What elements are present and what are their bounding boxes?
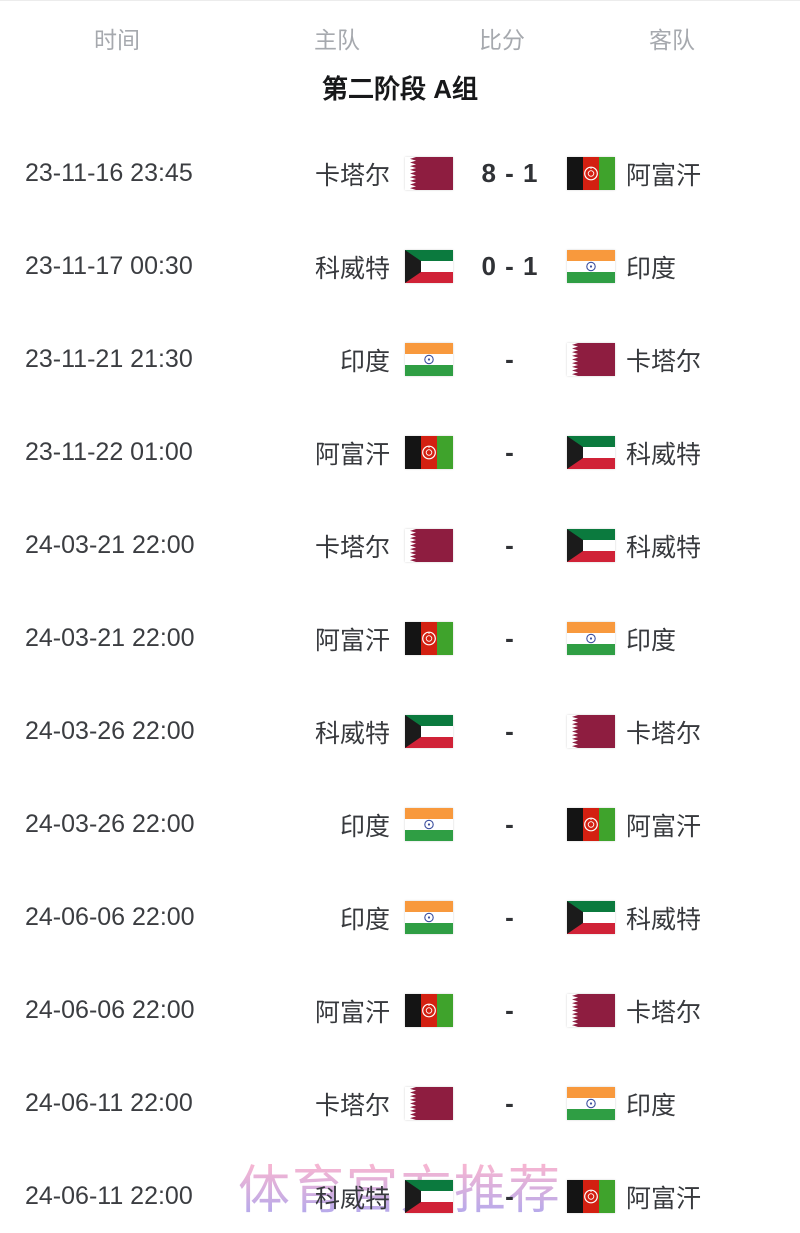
flag-india-icon [567,1087,615,1120]
column-header-away: 客队 [649,27,695,53]
match-time: 23-11-16 23:45 [25,159,193,187]
match-row[interactable]: 23-11-22 01:00 阿富汗 - 科威特 [0,406,800,499]
home-team-name: 阿富汗 [314,626,390,655]
column-header-home: 主队 [314,27,360,53]
away-team-name: 卡塔尔 [626,719,702,748]
match-score: - [505,1088,515,1118]
match-score: - [505,902,515,932]
flag-india-icon [405,343,453,376]
column-header-time: 时间 [94,27,140,53]
away-team-name: 阿富汗 [626,161,702,190]
match-score: 8 - 1 [481,158,539,188]
away-team-name: 卡塔尔 [626,998,702,1027]
flag-kuwait-icon [567,436,615,469]
flag-india-icon [567,622,615,655]
away-team-name: 印度 [626,254,677,283]
home-team-name: 印度 [339,347,390,376]
flag-qatar-icon [405,157,453,190]
match-time: 24-03-26 22:00 [25,810,195,838]
flag-kuwait-icon [405,1180,453,1213]
match-row[interactable]: 24-06-06 22:00 印度 - 科威特 [0,871,800,964]
home-team-name: 阿富汗 [314,440,390,469]
match-score: - [505,995,515,1025]
away-team-name: 卡塔尔 [626,347,702,376]
match-score: - [505,716,515,746]
match-row[interactable]: 24-03-26 22:00 科威特 - 卡塔尔 [0,685,800,778]
match-row[interactable]: 23-11-16 23:45 卡塔尔 8 - 1 阿富汗 [0,127,800,220]
home-team-name: 科威特 [314,254,390,283]
match-score: - [505,530,515,560]
flag-india-icon [405,808,453,841]
match-time: 24-06-11 22:00 [25,1182,193,1210]
match-time: 23-11-21 21:30 [25,345,193,373]
match-row[interactable]: 23-11-21 21:30 印度 - 卡塔尔 [0,313,800,406]
match-row[interactable]: 24-06-11 22:00 卡塔尔 - 印度 [0,1057,800,1150]
flag-afghanistan-icon [405,436,453,469]
match-row[interactable]: 24-03-21 22:00 卡塔尔 - 科威特 [0,499,800,592]
match-time: 23-11-17 00:30 [25,252,193,280]
match-time: 24-06-11 22:00 [25,1089,193,1117]
match-row[interactable]: 24-06-06 22:00 阿富汗 - 卡塔尔 [0,964,800,1057]
flag-kuwait-icon [405,250,453,283]
match-score: - [505,344,515,374]
match-score: - [505,1181,515,1211]
away-team-name: 科威特 [626,533,702,562]
away-team-name: 印度 [626,626,677,655]
flag-qatar-icon [405,529,453,562]
flag-afghanistan-icon [567,1180,615,1213]
flag-qatar-icon [567,994,615,1027]
watermark-text: 体育官方推荐 [238,1156,562,1226]
flag-india-icon [405,901,453,934]
flag-kuwait-icon [405,715,453,748]
home-team-name: 印度 [339,905,390,934]
match-score: - [505,809,515,839]
match-time: 23-11-22 01:00 [25,438,193,466]
match-score: - [505,623,515,653]
column-header-score: 比分 [479,27,525,53]
match-row[interactable]: 24-03-21 22:00 阿富汗 - 印度 [0,592,800,685]
flag-afghanistan-icon [567,808,615,841]
match-time: 24-06-06 22:00 [25,903,195,931]
match-score: 0 - 1 [481,251,539,281]
match-time: 24-03-21 22:00 [25,531,195,559]
flag-india-icon [567,250,615,283]
flag-afghanistan-icon [405,994,453,1027]
flag-kuwait-icon [567,901,615,934]
flag-kuwait-icon [567,529,615,562]
group-stage-title: 第二阶段 A组 [321,74,478,104]
match-row[interactable]: 24-03-26 22:00 印度 - 阿富汗 [0,778,800,871]
home-team-name: 科威特 [314,719,390,748]
match-time: 24-03-21 22:00 [25,624,195,652]
home-team-name: 卡塔尔 [314,1091,390,1120]
away-team-name: 科威特 [626,440,702,469]
flag-afghanistan-icon [567,157,615,190]
away-team-name: 科威特 [626,905,702,934]
away-team-name: 印度 [626,1091,677,1120]
match-score: - [505,437,515,467]
flag-qatar-icon [405,1087,453,1120]
away-team-name: 阿富汗 [626,1184,702,1213]
flag-qatar-icon [567,343,615,376]
match-time: 24-06-06 22:00 [25,996,195,1024]
home-team-name: 印度 [339,812,390,841]
away-team-name: 阿富汗 [626,812,702,841]
match-list: 23-11-16 23:45 卡塔尔 8 - 1 阿富汗 23-11-17 00… [0,127,800,1233]
home-team-name: 卡塔尔 [314,161,390,190]
match-time: 24-03-26 22:00 [25,717,195,745]
home-team-name: 阿富汗 [314,998,390,1027]
home-team-name: 卡塔尔 [314,533,390,562]
flag-qatar-icon [567,715,615,748]
home-team-name: 科威特 [314,1184,390,1213]
match-row[interactable]: 23-11-17 00:30 科威特 0 - 1 印度 [0,220,800,313]
flag-afghanistan-icon [405,622,453,655]
match-row[interactable]: 24-06-11 22:00 科威特 - 阿富汗 [0,1150,800,1233]
